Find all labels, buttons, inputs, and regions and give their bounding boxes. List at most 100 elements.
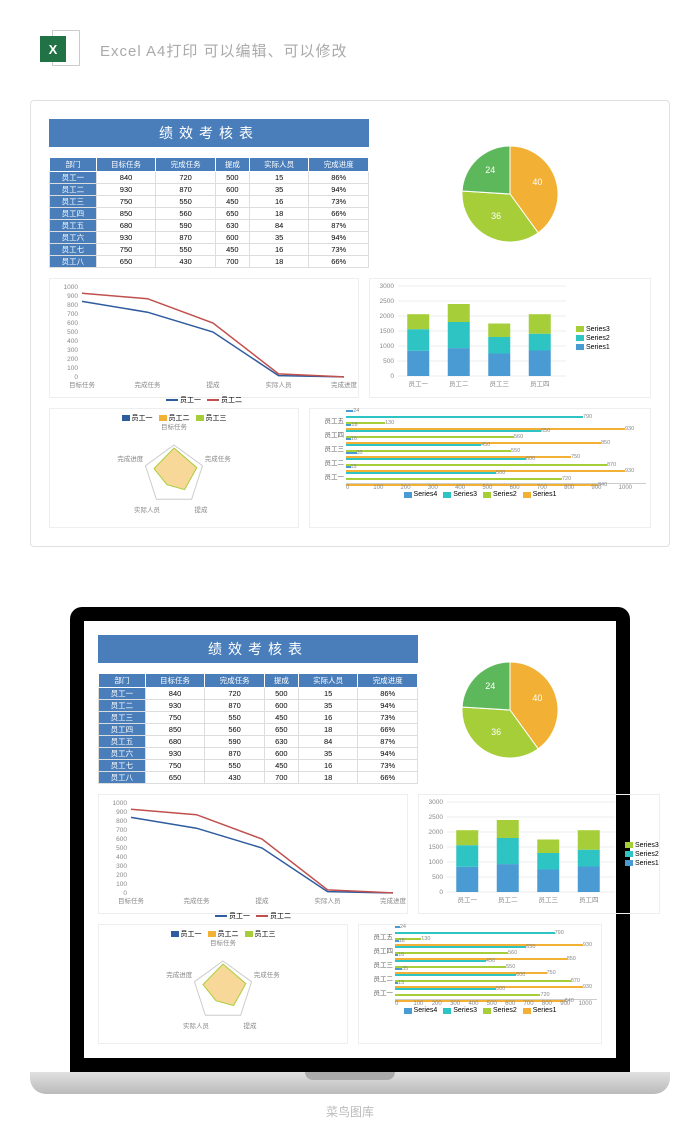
table-row: 员工四8505606501866% (50, 208, 369, 220)
table-row: 员工五6805906308487% (99, 736, 418, 748)
svg-text:完成任务: 完成任务 (184, 896, 211, 905)
svg-text:完成任务: 完成任务 (254, 970, 281, 979)
svg-text:40: 40 (532, 177, 542, 187)
svg-text:提成: 提成 (244, 1021, 258, 1030)
table-row: 员工六9308706003594% (99, 748, 418, 760)
svg-text:员工二: 员工二 (449, 380, 469, 388)
stacked-bar-chart: 050010001500200025003000员工一员工二员工三员工四Seri… (418, 794, 660, 914)
table-header: 完成任务 (205, 674, 265, 688)
performance-table: 部门目标任务完成任务提成实际人员完成进度员工一8407205001586%员工二… (98, 673, 418, 784)
svg-text:700: 700 (116, 827, 127, 834)
page-header: X Excel A4打印 可以编辑、可以修改 (0, 0, 700, 90)
svg-text:提成: 提成 (195, 505, 209, 514)
svg-text:完成进度: 完成进度 (117, 454, 144, 463)
table-row: 员工七7505504501673% (50, 244, 369, 256)
svg-text:100: 100 (116, 881, 127, 888)
svg-text:1000: 1000 (64, 284, 79, 291)
svg-text:1500: 1500 (380, 328, 395, 335)
svg-text:500: 500 (67, 329, 78, 336)
hbar-legend: Series4Series3Series2Series1 (314, 491, 646, 498)
laptop-base (30, 1072, 670, 1094)
svg-text:员工一: 员工一 (409, 380, 429, 388)
table-header: 部门 (50, 158, 97, 172)
svg-text:36: 36 (491, 727, 501, 737)
table-row: 员工一8407205001586% (50, 172, 369, 184)
svg-text:600: 600 (116, 836, 127, 843)
template-preview-card: 绩效考核表部门目标任务完成任务提成实际人员完成进度员工一840720500158… (30, 100, 670, 547)
radar-chart: 员工一员工二员工三目标任务完成任务提成实际人员完成进度 (49, 408, 299, 528)
svg-text:500: 500 (383, 358, 394, 365)
table-row: 员工七7505504501673% (99, 760, 418, 772)
svg-text:24: 24 (485, 681, 495, 691)
table-row: 员工八6504307001866% (99, 772, 418, 784)
svg-text:300: 300 (67, 347, 78, 354)
svg-text:40: 40 (532, 693, 542, 703)
svg-text:400: 400 (67, 338, 78, 345)
svg-text:实际人员: 实际人员 (266, 380, 293, 389)
watermark-text: 菜鸟图库 (326, 1103, 374, 1120)
svg-text:400: 400 (116, 854, 127, 861)
table-header: 目标任务 (145, 674, 205, 688)
hbar-legend: Series4Series3Series2Series1 (363, 1007, 597, 1014)
stacked-bar-chart: 050010001500200025003000员工一员工二员工三员工四Seri… (369, 278, 651, 398)
horizontal-bar-chart: 员工五24790130930员工四18650560850员工三164505507… (358, 924, 602, 1044)
pie-chart: 40 36 24 (428, 635, 602, 784)
svg-text:900: 900 (116, 809, 127, 816)
line-chart: 01002003004005006007008009001000目标任务完成任务… (49, 278, 359, 398)
svg-text:0: 0 (74, 374, 78, 381)
dashboard-title: 绩效考核表 (49, 119, 369, 147)
svg-text:实际人员: 实际人员 (315, 896, 342, 905)
svg-text:0: 0 (439, 889, 443, 896)
line-legend: 员工一员工二 (103, 911, 403, 921)
svg-text:2500: 2500 (429, 814, 444, 821)
svg-text:2000: 2000 (380, 313, 395, 320)
svg-text:员工一: 员工一 (458, 896, 478, 904)
table-header: 提成 (215, 158, 249, 172)
line-chart: 01002003004005006007008009001000目标任务完成任务… (98, 794, 408, 914)
svg-text:提成: 提成 (207, 380, 221, 389)
svg-text:900: 900 (67, 293, 78, 300)
dashboard-title: 绩效考核表 (98, 635, 418, 663)
table-row: 员工一8407205001586% (99, 688, 418, 700)
svg-text:700: 700 (67, 311, 78, 318)
svg-text:600: 600 (67, 320, 78, 327)
svg-text:完成任务: 完成任务 (135, 380, 162, 389)
svg-text:0: 0 (390, 373, 394, 380)
performance-table: 部门目标任务完成任务提成实际人员完成进度员工一8407205001586%员工二… (49, 157, 369, 268)
line-legend: 员工一员工二 (54, 395, 354, 405)
svg-text:200: 200 (116, 872, 127, 879)
radar-legend: 员工一员工二员工三 (122, 413, 227, 423)
svg-text:500: 500 (432, 874, 443, 881)
svg-text:员工二: 员工二 (498, 896, 518, 904)
horizontal-bar-chart: 员工五24790130930员工四18650560850员工三164505507… (309, 408, 651, 528)
svg-text:1500: 1500 (429, 844, 444, 851)
table-row: 员工三7505504501673% (99, 712, 418, 724)
svg-text:实际人员: 实际人员 (134, 505, 161, 514)
svg-text:员工三: 员工三 (539, 896, 559, 904)
table-row: 员工二9308706003594% (99, 700, 418, 712)
svg-text:2500: 2500 (380, 298, 395, 305)
header-title: Excel A4打印 可以编辑、可以修改 (100, 40, 348, 61)
table-header: 实际人员 (249, 158, 309, 172)
table-row: 员工五6805906308487% (50, 220, 369, 232)
table-row: 员工四8505606501866% (99, 724, 418, 736)
svg-text:200: 200 (67, 356, 78, 363)
svg-text:24: 24 (485, 165, 495, 175)
table-header: 实际人员 (298, 674, 358, 688)
table-header: 完成进度 (309, 158, 369, 172)
laptop-mockup: 绩效考核表部门目标任务完成任务提成实际人员完成进度员工一840720500158… (30, 607, 670, 1094)
svg-text:1000: 1000 (429, 859, 444, 866)
svg-text:实际人员: 实际人员 (183, 1021, 210, 1030)
svg-text:目标任务: 目标任务 (161, 423, 188, 431)
laptop-screen: 绩效考核表部门目标任务完成任务提成实际人员完成进度员工一840720500158… (70, 607, 630, 1072)
pie-chart: 403624 (379, 119, 651, 268)
table-row: 员工六9308706003594% (50, 232, 369, 244)
radar-chart: 员工一员工二员工三目标任务完成任务提成实际人员完成进度 (98, 924, 348, 1044)
svg-text:100: 100 (67, 365, 78, 372)
svg-text:目标任务: 目标任务 (69, 380, 96, 389)
svg-text:800: 800 (116, 818, 127, 825)
svg-text:3000: 3000 (429, 799, 444, 806)
svg-text:员工四: 员工四 (530, 380, 550, 388)
hbar-row: 员工一15500720840 (314, 469, 646, 483)
svg-text:0: 0 (123, 890, 127, 897)
